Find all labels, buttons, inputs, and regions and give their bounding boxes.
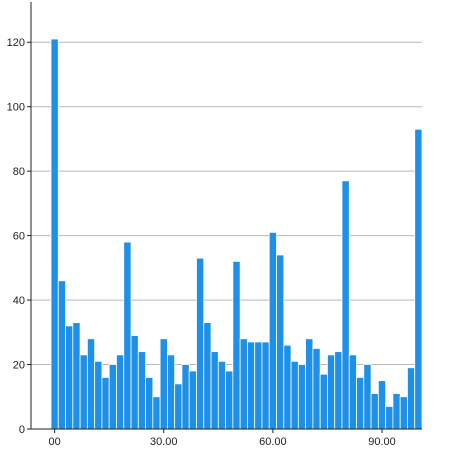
bar: [210, 351, 219, 430]
bar: [341, 180, 350, 430]
y-tick-label: 40: [13, 295, 25, 307]
bar: [247, 341, 256, 430]
bar: [86, 338, 96, 430]
bar: [152, 396, 161, 430]
x-tick-label: 90.00: [368, 436, 396, 448]
bar: [312, 348, 321, 430]
bar: [181, 364, 190, 430]
bar: [327, 354, 336, 430]
bar: [196, 257, 205, 430]
y-tick-label: 120: [7, 37, 25, 49]
x-tick-label: 60.00: [259, 436, 287, 448]
bar: [65, 325, 74, 430]
bar: [334, 351, 343, 430]
bar: [399, 396, 408, 430]
bar: [254, 341, 263, 430]
x-tick-label: 30.00: [150, 436, 178, 448]
y-tick-label: 80: [13, 166, 25, 178]
y-tick-label: 20: [13, 360, 25, 372]
y-tick-label: 100: [7, 102, 25, 114]
bar: [116, 354, 125, 430]
bar: [363, 364, 372, 430]
bar: [283, 344, 292, 430]
bar: [348, 354, 357, 430]
x-tick-label: 00: [49, 436, 61, 448]
bar: [130, 335, 139, 430]
bar: [50, 38, 59, 430]
bar: [407, 367, 416, 430]
bar: [108, 364, 117, 430]
bar: [276, 254, 285, 430]
bar: [305, 338, 314, 430]
bar: [174, 383, 183, 430]
axes: [30, 2, 422, 430]
y-tick-labels: 0 20 40 60 80 100 120: [7, 37, 31, 436]
bar: [319, 373, 328, 430]
y-tick-label: 0: [19, 424, 25, 436]
bar: [261, 341, 270, 430]
bars: [50, 38, 423, 430]
bar: [123, 241, 132, 430]
bar: [203, 322, 212, 430]
bar: [370, 393, 379, 430]
bar: [57, 280, 66, 430]
bar: [137, 351, 146, 430]
bar: [79, 354, 88, 430]
bar: [297, 364, 307, 430]
bar: [377, 380, 387, 430]
bar: [356, 377, 365, 430]
x-tick-labels: 00 30.00 60.00 90.00: [49, 429, 396, 448]
bar: [217, 360, 226, 430]
bar: [290, 360, 299, 430]
bar: [232, 260, 241, 430]
bar: [385, 406, 394, 430]
bar: [159, 338, 168, 430]
bar: [268, 231, 277, 430]
bar: [239, 338, 248, 430]
bar: [166, 354, 176, 430]
bar: [225, 370, 234, 430]
bar: [101, 377, 110, 430]
bar: [72, 322, 81, 430]
bar: [94, 360, 103, 430]
gridlines: [31, 41, 422, 366]
bar: [145, 377, 154, 430]
y-tick-label: 60: [13, 231, 25, 243]
bar: [188, 370, 197, 430]
bar: [414, 128, 423, 430]
bar: [392, 393, 401, 430]
